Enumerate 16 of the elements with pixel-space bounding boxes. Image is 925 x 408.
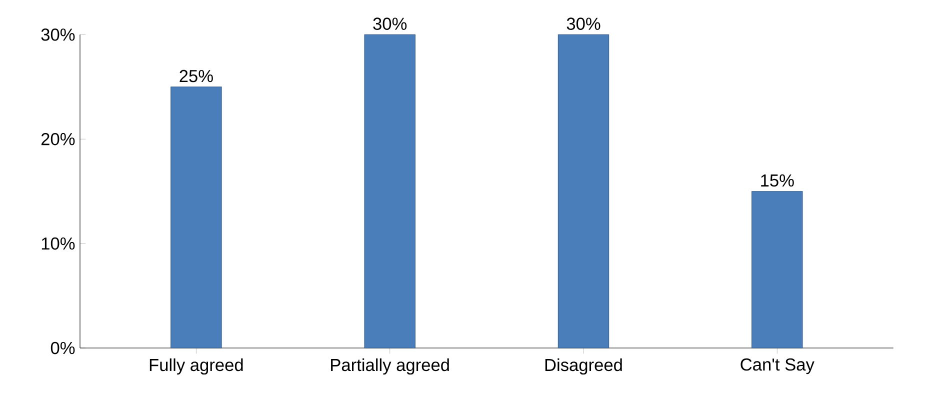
x-tick-label: Can't Say (740, 358, 814, 374)
data-label: 25% (180, 70, 213, 82)
y-tick-label: 30% (41, 28, 75, 41)
x-tick-label: Fully agreed (150, 358, 243, 375)
x-tick-label: Partially agreed (331, 358, 449, 375)
y-tick-label: 20% (41, 132, 75, 146)
bar (364, 34, 416, 348)
bar (170, 86, 222, 348)
data-label: 30% (373, 18, 407, 30)
bar (752, 191, 803, 348)
bar (558, 34, 610, 348)
data-label: 30% (566, 18, 600, 30)
x-tick-label: Disagreed (545, 358, 622, 375)
y-tick-label: 10% (42, 237, 75, 250)
data-label: 15% (761, 174, 794, 187)
y-tick-label: 0% (50, 342, 75, 354)
